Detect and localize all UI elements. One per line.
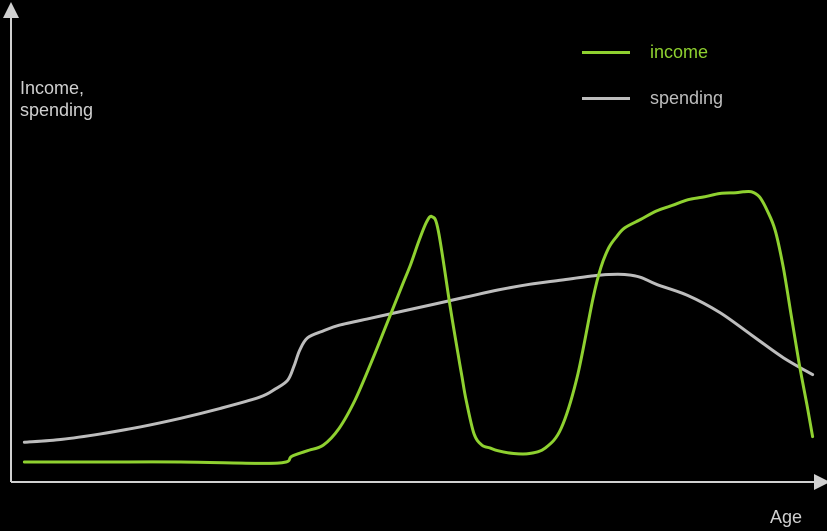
legend-swatch-income <box>582 51 630 54</box>
legend: income spending <box>582 40 782 132</box>
legend-label-income: income <box>650 42 709 62</box>
series-line-spending <box>22 272 815 444</box>
legend-label-spending: spending <box>650 88 724 108</box>
legend-item-income: income <box>582 40 782 86</box>
series-layer <box>22 189 815 465</box>
legend-swatch-spending <box>582 97 630 100</box>
y-axis-label: Income, spending <box>20 78 94 120</box>
series-line-income <box>22 189 815 465</box>
legend-item-spending: spending <box>582 86 782 132</box>
x-axis-label: Age <box>770 507 803 527</box>
